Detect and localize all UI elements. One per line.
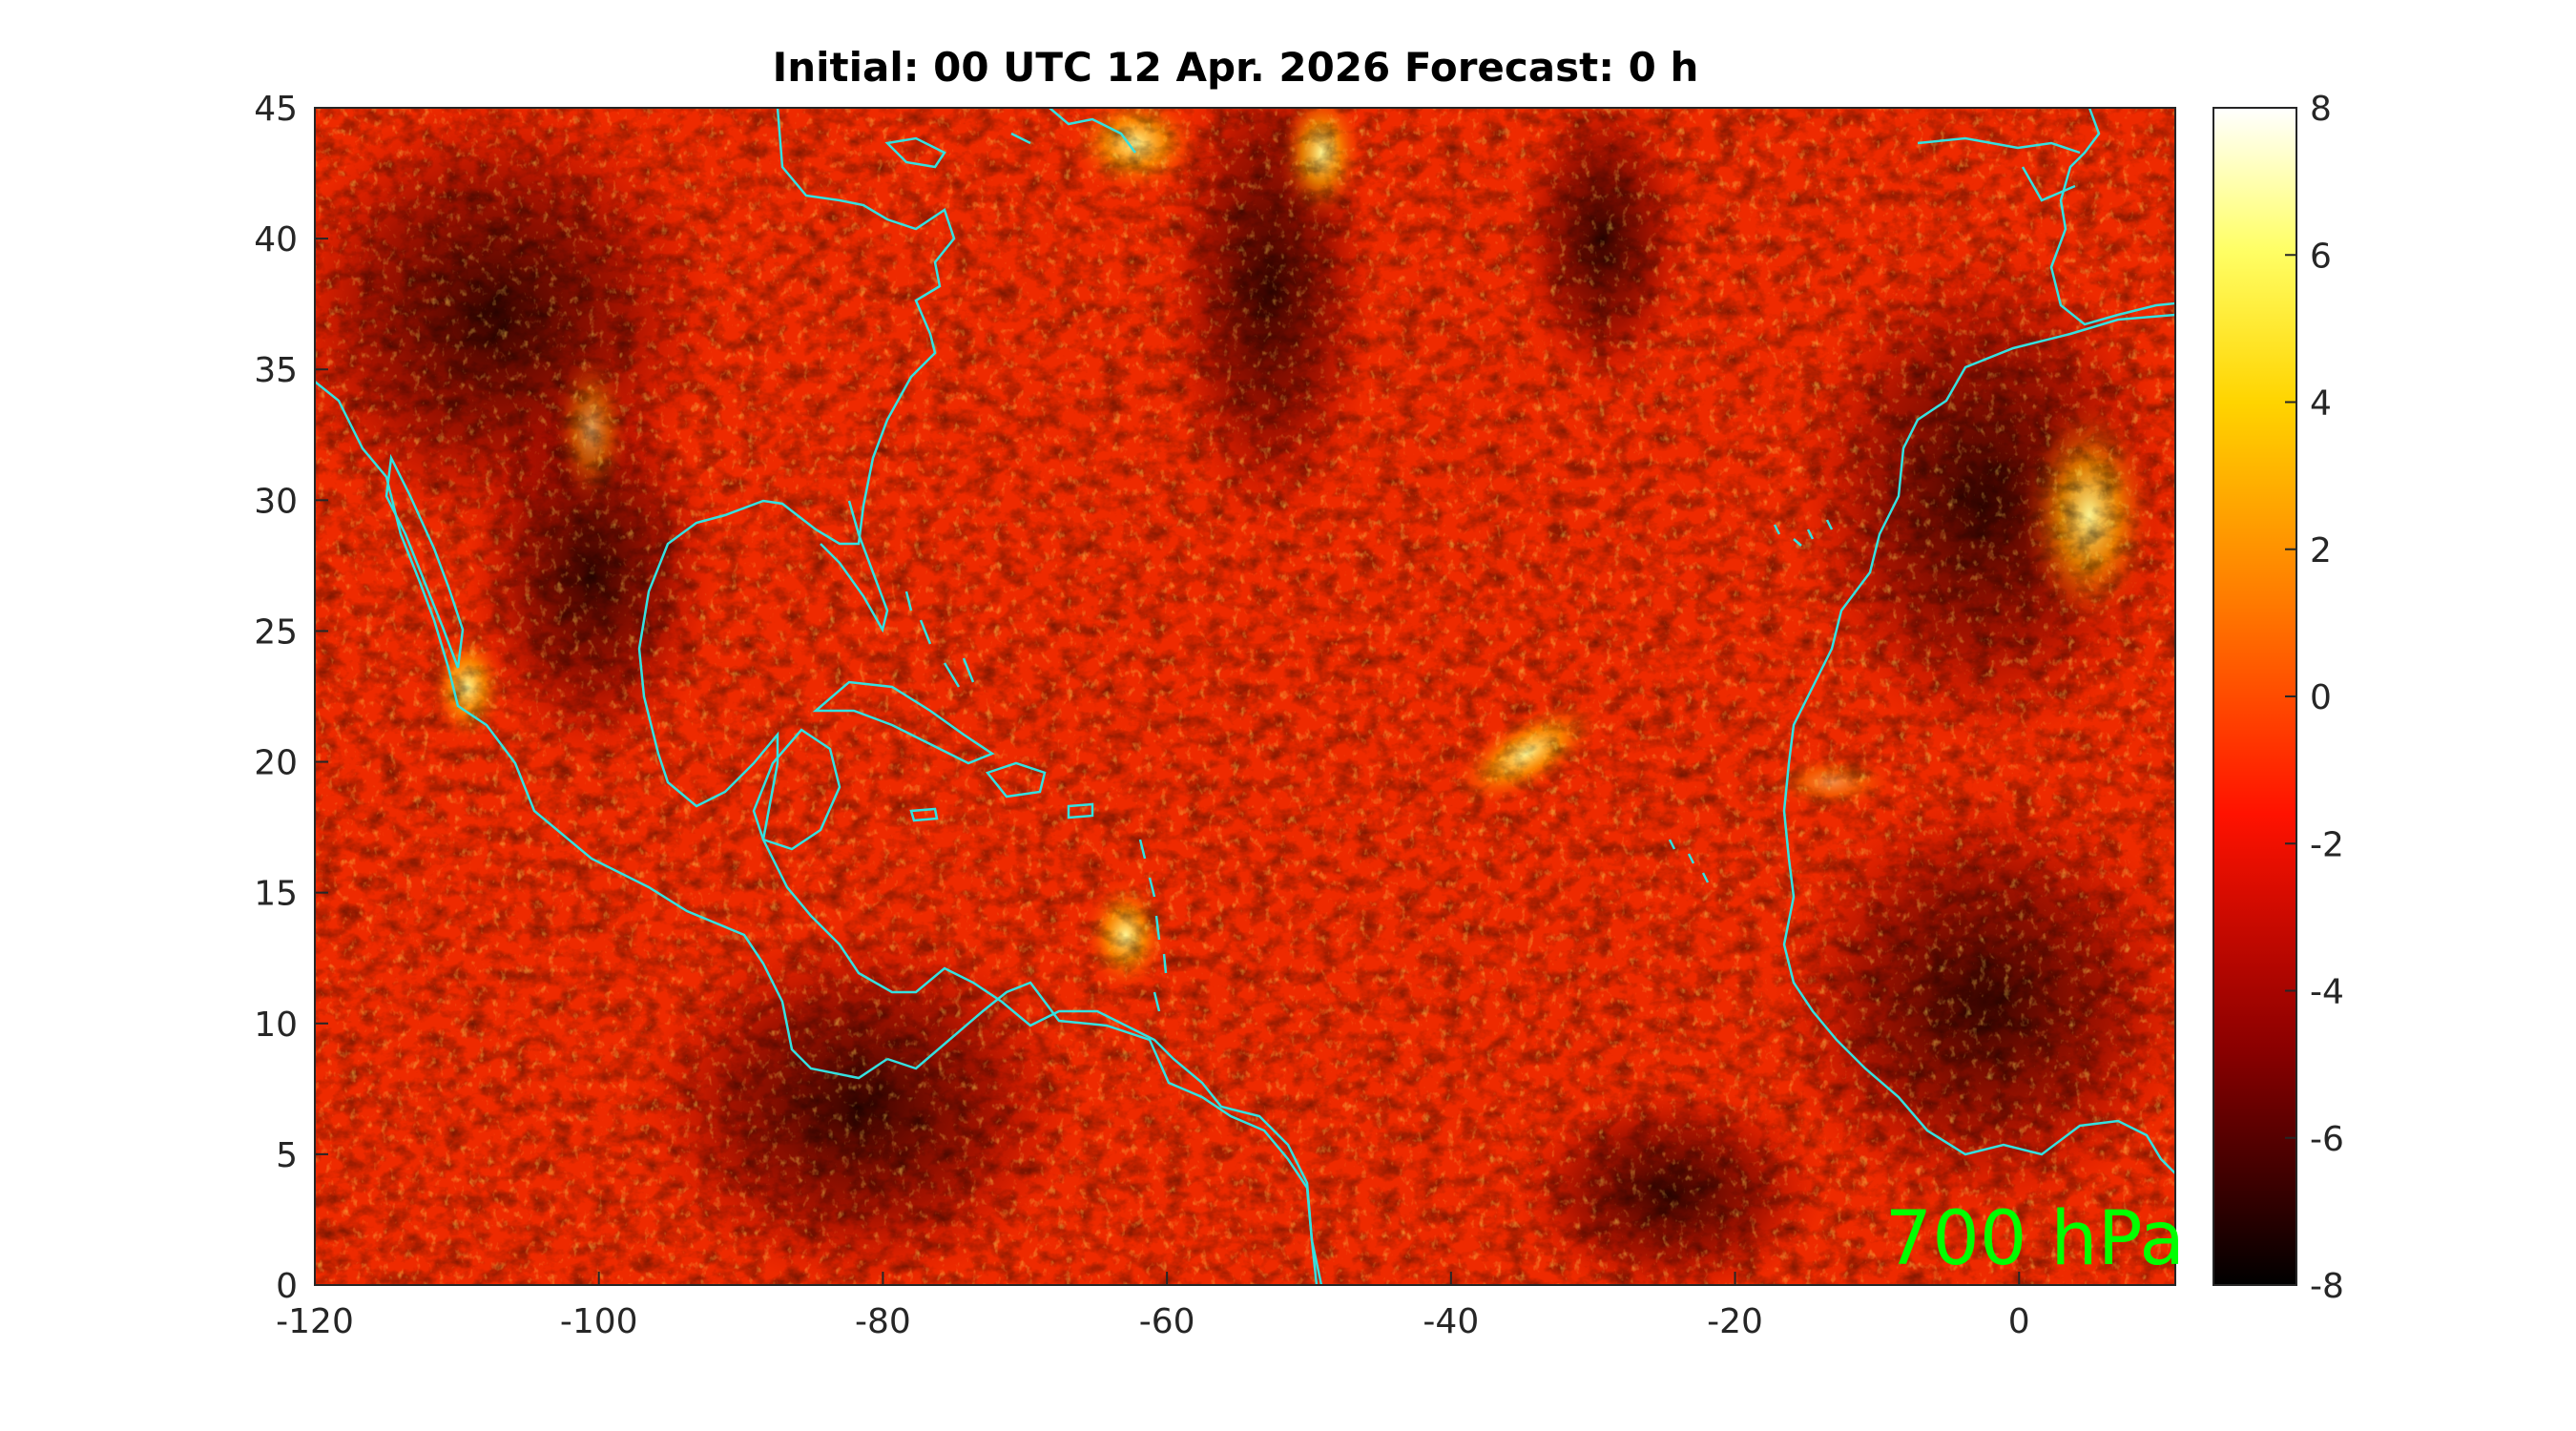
field-texture-bright (315, 108, 2175, 1285)
colorbar-tick-label: -6 (2310, 1120, 2344, 1159)
coastline-gulf-california (384, 453, 465, 669)
y-tick-label: 15 (254, 875, 298, 914)
coastline-yucatan (752, 728, 841, 851)
island-hispaniola (985, 761, 1047, 798)
coastline-africa (1782, 313, 2175, 1174)
islands-cape-verde (1668, 839, 1710, 883)
y-tick-label: 25 (254, 612, 298, 652)
map-plot-area (315, 108, 2175, 1285)
colorbar-tick-label: 2 (2310, 531, 2332, 570)
coastline-south-america (886, 981, 1319, 1285)
island-jamaica (909, 807, 939, 822)
colorbar-tick-label: 4 (2310, 384, 2332, 424)
y-tick-label: 0 (276, 1267, 298, 1306)
plot-frame (314, 107, 2176, 1286)
plot-title: Initial: 00 UTC 12 Apr. 2026 Forecast: 0… (773, 44, 1699, 91)
island-cuba (812, 680, 995, 765)
colorbar-tick-label: -4 (2310, 973, 2344, 1012)
pressure-level-label: 700 hPa (1885, 1196, 2185, 1282)
island-puerto-rico (1067, 802, 1094, 819)
x-tick-label: -20 (1707, 1302, 1763, 1341)
islands-lesser-antilles (1138, 839, 1168, 1012)
y-tick-label: 40 (254, 220, 298, 259)
colorbar-tick-label: 6 (2310, 237, 2332, 276)
islands-canary (1773, 519, 1834, 547)
colorbar-tick-label: 8 (2310, 90, 2332, 129)
y-tick-label: 10 (254, 1006, 298, 1045)
colorbar (2212, 107, 2297, 1286)
x-axis: -120 -100 -80 -60 -40 -20 0 (276, 1272, 2030, 1341)
coastline-baja (315, 381, 888, 1080)
islands-bahamas (904, 591, 975, 688)
coastline-florida (820, 500, 889, 633)
y-axis: 0 5 10 15 20 25 30 35 40 45 (254, 90, 328, 1306)
colorbar-tick-label: -2 (2310, 825, 2344, 864)
colorbar-axis: 8 6 4 2 0 -2 -4 -6 -8 (2285, 90, 2344, 1306)
coastline-nova-scotia (1010, 108, 1136, 154)
x-tick-label: 0 (2008, 1302, 2030, 1341)
x-tick-label: -120 (276, 1302, 354, 1341)
x-tick-label: -100 (560, 1302, 638, 1341)
coastline-north-america-east (637, 108, 1323, 1285)
x-tick-label: -80 (855, 1302, 911, 1341)
y-tick-label: 35 (254, 351, 298, 390)
coastline-mediterranean (1917, 136, 2081, 202)
coastlines (315, 108, 2175, 1285)
y-tick-label: 20 (254, 744, 298, 783)
y-tick-label: 45 (254, 90, 298, 129)
y-tick-label: 5 (276, 1136, 298, 1175)
colorbar-tick-label: -8 (2310, 1267, 2344, 1306)
colorbar-tick-label: 0 (2310, 678, 2332, 717)
island-newfoundland (884, 136, 946, 169)
x-tick-label: -60 (1139, 1302, 1195, 1341)
y-tick-label: 30 (254, 482, 298, 521)
coastline-iberia (2049, 108, 2175, 326)
x-tick-label: -40 (1423, 1302, 1479, 1341)
